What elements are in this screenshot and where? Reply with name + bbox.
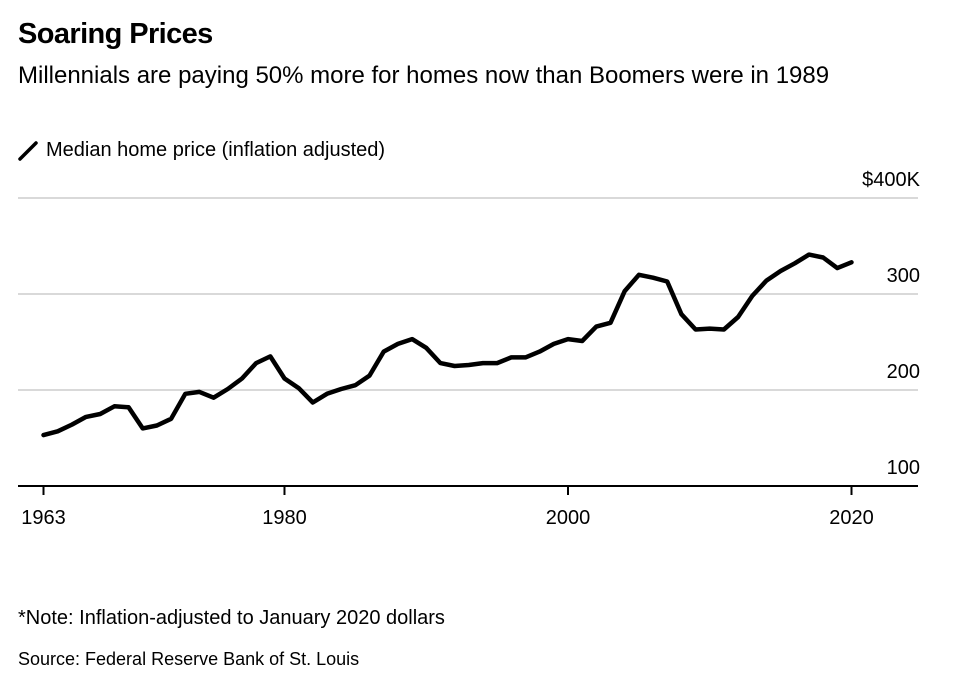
data-point bbox=[566, 337, 570, 341]
y-tick-label: 100 bbox=[887, 457, 920, 479]
x-axis-ticks: 1963 1980 2000 2020 bbox=[21, 486, 874, 529]
data-point bbox=[112, 404, 116, 408]
series-line-median-home-price bbox=[41, 252, 854, 438]
data-point bbox=[438, 361, 442, 365]
footnote: *Note: Inflation-adjusted to January 202… bbox=[18, 607, 445, 629]
data-point bbox=[240, 377, 244, 381]
data-point bbox=[538, 350, 542, 354]
data-point bbox=[694, 328, 698, 332]
data-point bbox=[424, 346, 428, 350]
data-point bbox=[552, 342, 556, 346]
data-point bbox=[311, 401, 315, 405]
data-point bbox=[268, 354, 272, 358]
x-tick-label: 1980 bbox=[262, 507, 307, 529]
legend: Median home price (inflation adjusted) bbox=[18, 139, 385, 162]
line-chart: 100 200 300 $400K 1963 1980 2000 2020 bbox=[18, 169, 921, 529]
data-point bbox=[368, 374, 372, 378]
data-point bbox=[197, 390, 201, 394]
data-point bbox=[708, 327, 712, 331]
data-point bbox=[283, 377, 287, 381]
data-point bbox=[637, 273, 641, 277]
data-point bbox=[821, 256, 825, 260]
chart-title: Soaring Prices bbox=[18, 18, 213, 50]
data-point bbox=[212, 396, 216, 400]
data-point bbox=[98, 412, 102, 416]
source-credit: Source: Federal Reserve Bank of St. Loui… bbox=[18, 649, 360, 669]
data-point bbox=[623, 289, 627, 293]
data-point bbox=[155, 424, 159, 428]
chart-subtitle: Millennials are paying 50% more for home… bbox=[18, 62, 830, 89]
y-tick-label: $400K bbox=[862, 169, 920, 191]
data-point bbox=[750, 294, 754, 298]
x-tick-label: 2000 bbox=[546, 507, 591, 529]
legend-label: Median home price (inflation adjusted) bbox=[46, 139, 386, 161]
data-point bbox=[254, 361, 258, 365]
data-point bbox=[410, 337, 414, 341]
data-point bbox=[580, 339, 584, 343]
data-point bbox=[127, 405, 131, 409]
x-tick-label: 1963 bbox=[21, 507, 66, 529]
data-point bbox=[736, 315, 740, 319]
data-point bbox=[807, 253, 811, 257]
data-point bbox=[453, 364, 457, 368]
data-point bbox=[467, 363, 471, 367]
data-point bbox=[850, 260, 854, 264]
series-layer bbox=[41, 252, 854, 438]
data-point bbox=[84, 415, 88, 419]
data-point bbox=[793, 261, 797, 265]
data-point bbox=[382, 350, 386, 354]
data-point bbox=[70, 423, 74, 427]
data-point bbox=[679, 312, 683, 316]
data-point bbox=[183, 392, 187, 396]
grid-layer bbox=[18, 197, 918, 391]
data-point bbox=[141, 426, 145, 430]
data-point bbox=[297, 386, 301, 390]
data-point bbox=[339, 387, 343, 391]
data-point bbox=[481, 361, 485, 365]
x-tick-label: 2020 bbox=[829, 507, 874, 529]
y-axis-ticks: 100 200 300 $400K bbox=[862, 169, 920, 479]
data-point bbox=[764, 279, 768, 283]
y-tick-label: 200 bbox=[887, 361, 920, 383]
legend-line-icon bbox=[18, 140, 38, 161]
data-point bbox=[609, 321, 613, 325]
data-point bbox=[42, 433, 46, 437]
data-point bbox=[396, 342, 400, 346]
data-point bbox=[779, 269, 783, 273]
data-point bbox=[509, 355, 513, 359]
data-point bbox=[226, 387, 230, 391]
data-point bbox=[722, 328, 726, 332]
data-point bbox=[651, 276, 655, 280]
data-point bbox=[524, 355, 528, 359]
data-point bbox=[665, 280, 669, 284]
data-point bbox=[56, 429, 60, 433]
data-point bbox=[594, 325, 598, 329]
data-point bbox=[495, 361, 499, 365]
data-point bbox=[325, 392, 329, 396]
data-point bbox=[353, 383, 357, 387]
data-point bbox=[835, 266, 839, 270]
data-point bbox=[169, 417, 173, 421]
y-tick-label: 300 bbox=[887, 265, 920, 287]
